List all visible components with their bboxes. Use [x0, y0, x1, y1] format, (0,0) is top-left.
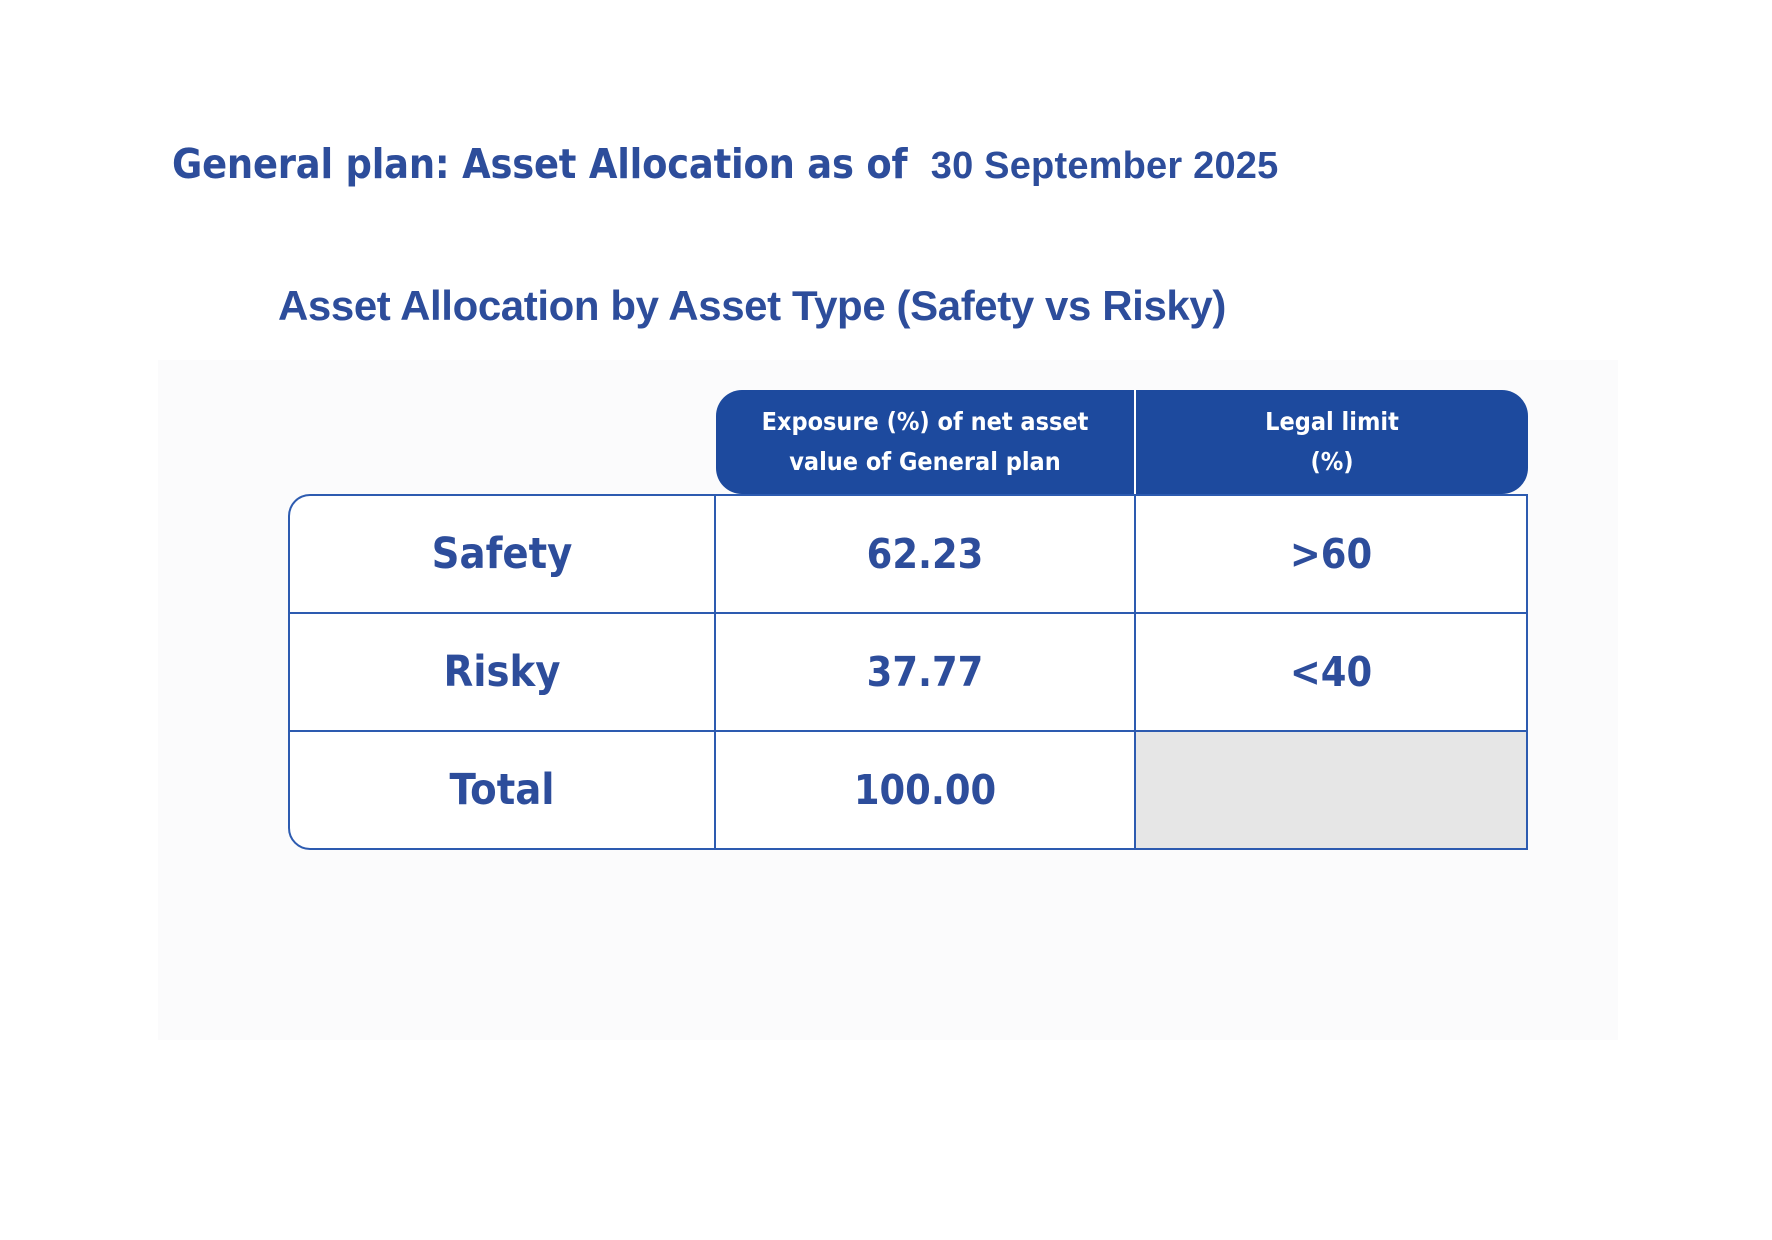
asset-allocation-table-container: Exposure (%) of net asset value of Gener…: [288, 390, 1528, 850]
row-exposure-total: 100.00: [716, 730, 1136, 850]
page-title-main: General plan: Asset Allocation as of: [172, 140, 920, 188]
row-legal-limit-risky: <40: [1136, 612, 1528, 730]
table-header-limit-line1: Legal limit: [1265, 407, 1399, 436]
page-title: General plan: Asset Allocation as of 30 …: [172, 140, 1278, 188]
row-label-total: Total: [288, 730, 716, 850]
asset-allocation-table: Exposure (%) of net asset value of Gener…: [288, 390, 1528, 850]
row-label-safety: Safety: [288, 494, 716, 612]
table-header-limit-line2: (%): [1310, 447, 1354, 476]
table-header-exposure-line2: value of General plan: [789, 447, 1061, 476]
row-label-risky: Risky: [288, 612, 716, 730]
table-header: Exposure (%) of net asset value of Gener…: [288, 390, 1528, 494]
table-row: Safety 62.23 >60: [288, 494, 1528, 612]
table-header-exposure-line1: Exposure (%) of net asset: [761, 407, 1089, 436]
row-exposure-risky: 37.77: [716, 612, 1136, 730]
table-header-corner: [288, 390, 716, 494]
page-title-date: 30 September 2025: [919, 145, 1279, 187]
table-body: Safety 62.23 >60 Risky 37.77 <40 Total 1…: [288, 494, 1528, 850]
row-legal-limit-safety: >60: [1136, 494, 1528, 612]
table-header-row: Exposure (%) of net asset value of Gener…: [288, 390, 1528, 494]
table-header-exposure: Exposure (%) of net asset value of Gener…: [716, 390, 1136, 494]
row-exposure-safety: 62.23: [716, 494, 1136, 612]
chart-subtitle: Asset Allocation by Asset Type (Safety v…: [278, 282, 1226, 329]
table-header-legal-limit: Legal limit (%): [1136, 390, 1528, 494]
table-row: Total 100.00: [288, 730, 1528, 850]
row-legal-limit-total-disabled: [1136, 730, 1528, 850]
table-row: Risky 37.77 <40: [288, 612, 1528, 730]
